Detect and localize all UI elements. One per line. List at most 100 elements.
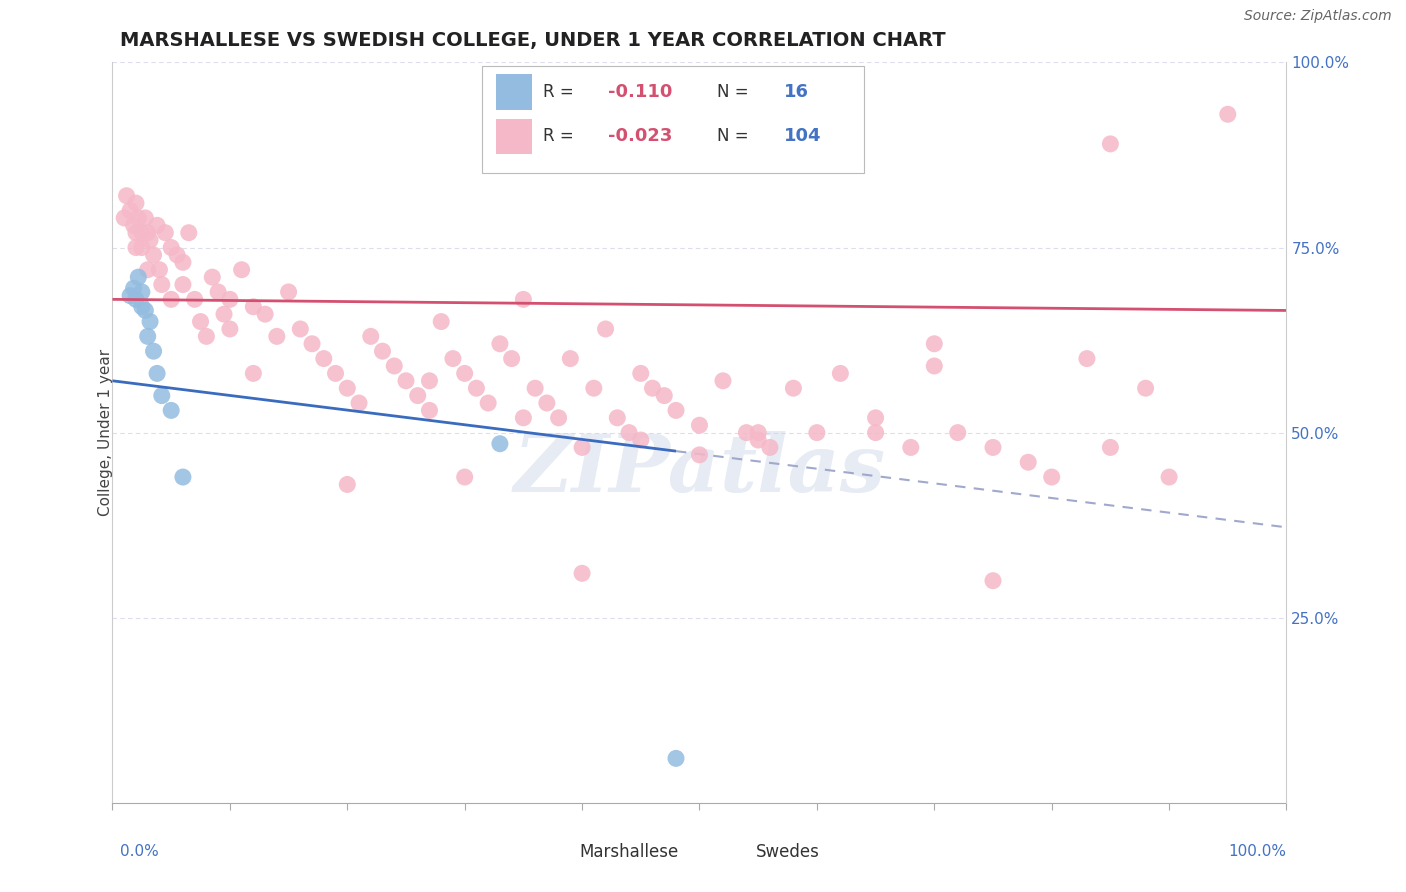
- Point: [924, 336, 946, 351]
- Point: [122, 219, 145, 233]
- Point: [136, 226, 159, 240]
- Point: [1099, 136, 1122, 151]
- Point: [371, 344, 394, 359]
- Point: [336, 381, 359, 395]
- Point: [582, 381, 605, 395]
- Point: [150, 277, 173, 292]
- Point: [139, 314, 162, 328]
- Point: [617, 425, 640, 440]
- Point: [630, 367, 652, 381]
- Point: [865, 425, 887, 440]
- Point: [665, 403, 688, 417]
- Point: [747, 433, 769, 447]
- Text: Swedes: Swedes: [756, 844, 820, 862]
- Point: [453, 367, 475, 381]
- Point: [136, 329, 159, 343]
- Point: [172, 277, 194, 292]
- Point: [172, 255, 194, 269]
- Point: [131, 300, 153, 314]
- Text: Marshallese: Marshallese: [579, 844, 679, 862]
- Point: [630, 433, 652, 447]
- Point: [155, 226, 177, 240]
- Point: [395, 374, 418, 388]
- Point: [160, 403, 183, 417]
- Point: [606, 410, 628, 425]
- Point: [201, 270, 224, 285]
- Point: [150, 388, 173, 402]
- Point: [560, 351, 582, 366]
- Point: [512, 293, 534, 307]
- Point: [266, 329, 288, 343]
- Point: [1099, 441, 1122, 455]
- Point: [1040, 470, 1063, 484]
- Point: [641, 381, 664, 395]
- FancyBboxPatch shape: [496, 119, 531, 154]
- Point: [782, 381, 804, 395]
- Point: [689, 448, 711, 462]
- Point: [759, 441, 782, 455]
- Point: [219, 322, 242, 336]
- Point: [547, 410, 569, 425]
- Point: [195, 329, 218, 343]
- Point: [536, 396, 558, 410]
- Point: [148, 262, 170, 277]
- Point: [131, 240, 153, 255]
- Text: R =: R =: [543, 83, 579, 101]
- Point: [212, 307, 235, 321]
- Point: [122, 281, 145, 295]
- Point: [146, 367, 169, 381]
- Point: [524, 381, 547, 395]
- Point: [501, 351, 523, 366]
- Point: [172, 470, 194, 484]
- Point: [127, 211, 149, 225]
- Point: [254, 307, 277, 321]
- Text: R =: R =: [543, 128, 579, 145]
- Text: N =: N =: [717, 128, 754, 145]
- Point: [325, 367, 347, 381]
- Point: [134, 303, 156, 318]
- Point: [665, 751, 688, 765]
- Point: [115, 188, 138, 202]
- Point: [571, 566, 593, 581]
- Point: [125, 293, 148, 307]
- Point: [312, 351, 335, 366]
- Y-axis label: College, Under 1 year: College, Under 1 year: [98, 349, 112, 516]
- Point: [301, 336, 323, 351]
- Point: [125, 196, 148, 211]
- Point: [1135, 381, 1157, 395]
- Point: [865, 410, 887, 425]
- Point: [595, 322, 617, 336]
- Point: [207, 285, 229, 299]
- FancyBboxPatch shape: [711, 843, 747, 871]
- Point: [177, 226, 200, 240]
- Point: [418, 403, 440, 417]
- Point: [134, 211, 156, 225]
- Point: [830, 367, 852, 381]
- Point: [160, 293, 183, 307]
- Point: [711, 374, 734, 388]
- Point: [489, 436, 512, 450]
- Point: [142, 344, 165, 359]
- Point: [160, 240, 183, 255]
- Point: [430, 314, 453, 328]
- Point: [131, 285, 153, 299]
- Point: [242, 300, 264, 314]
- Point: [1216, 107, 1239, 121]
- Point: [946, 425, 969, 440]
- Text: Source: ZipAtlas.com: Source: ZipAtlas.com: [1244, 9, 1392, 23]
- Point: [290, 322, 312, 336]
- Point: [231, 262, 253, 277]
- Text: MARSHALLESE VS SWEDISH COLLEGE, UNDER 1 YEAR CORRELATION CHART: MARSHALLESE VS SWEDISH COLLEGE, UNDER 1 …: [120, 31, 945, 50]
- Point: [136, 262, 159, 277]
- Point: [489, 336, 512, 351]
- Point: [120, 288, 142, 302]
- Point: [347, 396, 370, 410]
- Point: [142, 248, 165, 262]
- FancyBboxPatch shape: [482, 66, 863, 173]
- Point: [127, 270, 149, 285]
- Text: 100.0%: 100.0%: [1229, 845, 1286, 859]
- Point: [183, 293, 205, 307]
- Point: [190, 314, 212, 328]
- Point: [477, 396, 499, 410]
- Point: [512, 410, 534, 425]
